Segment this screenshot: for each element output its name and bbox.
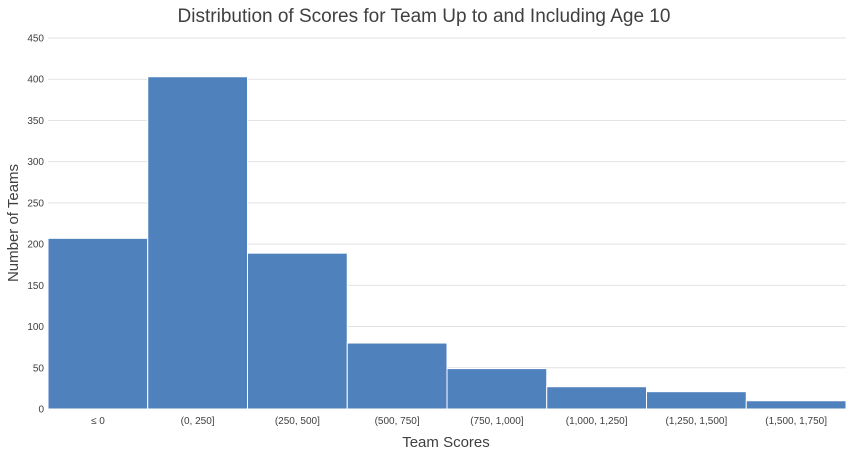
x-axis-ticks: ≤ 0 (0, 250] (250, 500] (500, 750] (750, 1,0… xyxy=(91,416,827,427)
x-tick-label: (1,000, 1,250] xyxy=(566,416,628,427)
y-tick-label: 350 xyxy=(27,116,44,127)
x-tick-label: (1,500, 1,750] xyxy=(765,416,827,427)
bar xyxy=(745,400,847,410)
bar xyxy=(47,237,149,410)
bar xyxy=(646,391,747,410)
bar xyxy=(147,76,248,410)
y-tick-label: 400 xyxy=(27,75,44,86)
bar xyxy=(546,386,647,410)
bar xyxy=(446,368,548,410)
x-tick-label: ≤ 0 xyxy=(91,416,105,427)
bar xyxy=(346,342,448,410)
y-tick-label: 50 xyxy=(33,363,45,374)
x-tick-label: (250, 500] xyxy=(275,416,320,427)
y-axis-title: Number of Teams xyxy=(5,164,22,282)
bars xyxy=(47,76,847,410)
chart-title: Distribution of Scores for Team Up to an… xyxy=(178,6,671,27)
y-tick-label: 100 xyxy=(27,322,44,333)
x-tick-label: (750, 1,000] xyxy=(470,416,524,427)
y-tick-label: 450 xyxy=(27,34,44,45)
y-tick-label: 150 xyxy=(27,281,44,292)
y-axis-ticks: 0 50 100 150 200 250 300 350 400 450 xyxy=(27,34,44,416)
x-tick-label: (0, 250] xyxy=(181,416,215,427)
y-tick-label: 250 xyxy=(27,198,44,209)
x-tick-label: (500, 750] xyxy=(375,416,420,427)
x-axis-title: Team Scores xyxy=(402,434,490,451)
x-tick-label: (1,250, 1,500] xyxy=(666,416,728,427)
y-tick-label: 300 xyxy=(27,157,44,168)
y-tick-label: 0 xyxy=(38,405,44,416)
bar xyxy=(247,252,348,410)
y-tick-label: 200 xyxy=(27,240,44,251)
